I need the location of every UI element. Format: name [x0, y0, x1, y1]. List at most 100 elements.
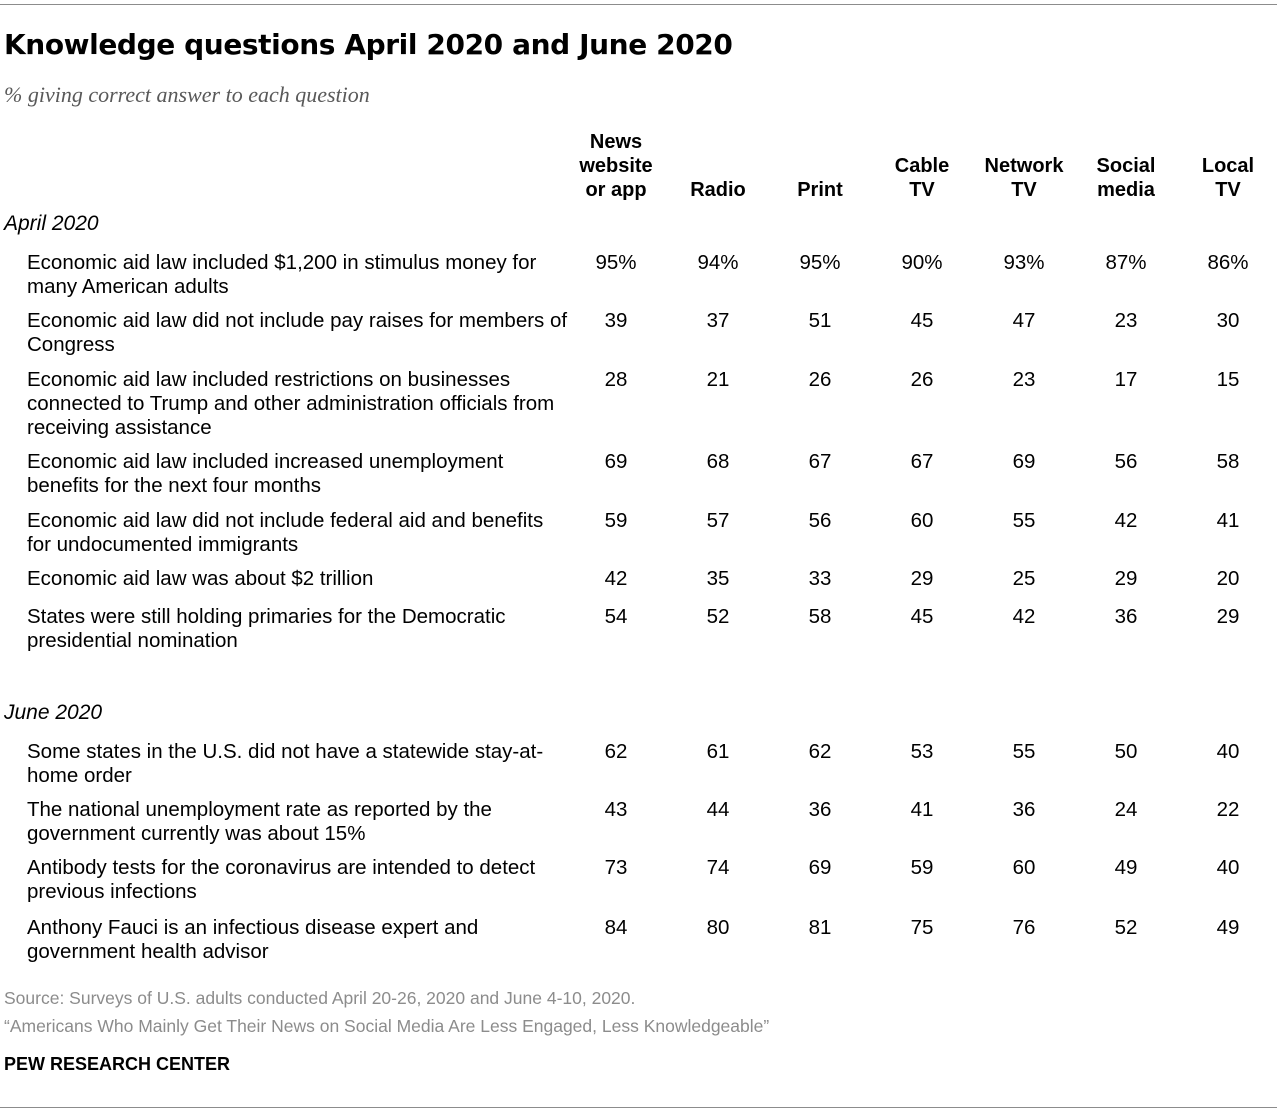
column-header: Print — [797, 179, 843, 201]
value-cell: 59 — [910, 856, 934, 879]
value-cell: 51 — [808, 309, 832, 332]
column-header: Radio — [690, 179, 746, 201]
value-cell: 75 — [910, 916, 934, 939]
value-cell: 53 — [910, 740, 934, 763]
value-cell: 50 — [1114, 740, 1138, 763]
value-cell: 95% — [799, 251, 841, 274]
value-cell: 59 — [604, 509, 628, 532]
value-cell: 56 — [808, 509, 832, 532]
value-cell: 90% — [901, 251, 943, 274]
column-header: Local TV — [1201, 155, 1255, 201]
value-cell: 52 — [1114, 916, 1138, 939]
question-label: Economic aid law was about $2 trillion — [27, 567, 374, 590]
value-cell: 61 — [706, 740, 730, 763]
value-cell: 24 — [1114, 798, 1138, 821]
value-cell: 58 — [808, 605, 832, 628]
value-cell: 28 — [604, 368, 628, 391]
value-cell: 60 — [1012, 856, 1036, 879]
value-cell: 69 — [604, 450, 628, 473]
value-cell: 93% — [1003, 251, 1045, 274]
value-cell: 36 — [808, 798, 832, 821]
value-cell: 81 — [808, 916, 832, 939]
value-cell: 15 — [1216, 368, 1240, 391]
value-cell: 41 — [1216, 509, 1240, 532]
value-cell: 43 — [604, 798, 628, 821]
question-label: States were still holding primaries for … — [27, 605, 506, 652]
chart-subtitle: % giving correct answer to each question — [4, 82, 370, 107]
value-cell: 62 — [604, 740, 628, 763]
value-cell: 44 — [706, 798, 730, 821]
value-cell: 42 — [604, 567, 628, 590]
value-cell: 49 — [1216, 916, 1240, 939]
value-cell: 67 — [808, 450, 832, 473]
value-cell: 58 — [1216, 450, 1240, 473]
value-cell: 29 — [1216, 605, 1240, 628]
column-header: Network TV — [984, 155, 1064, 201]
value-cell: 23 — [1114, 309, 1138, 332]
source-note: Source: Surveys of U.S. adults conducted… — [4, 988, 636, 1008]
value-cell: 80 — [706, 916, 730, 939]
value-cell: 26 — [910, 368, 934, 391]
chart-title: Knowledge questions April 2020 and June … — [4, 28, 733, 61]
value-cell: 33 — [808, 567, 832, 590]
section-label: June 2020 — [4, 701, 103, 724]
value-cell: 84 — [604, 916, 628, 939]
value-cell: 37 — [706, 309, 730, 332]
column-header: Social media — [1096, 155, 1156, 201]
value-cell: 29 — [910, 567, 934, 590]
value-cell: 36 — [1114, 605, 1138, 628]
section-label: April 2020 — [4, 212, 99, 235]
value-cell: 29 — [1114, 567, 1138, 590]
value-cell: 68 — [706, 450, 730, 473]
value-cell: 69 — [1012, 450, 1036, 473]
value-cell: 39 — [604, 309, 628, 332]
value-cell: 56 — [1114, 450, 1138, 473]
value-cell: 69 — [808, 856, 832, 879]
value-cell: 45 — [910, 605, 934, 628]
value-cell: 21 — [706, 368, 730, 391]
value-cell: 67 — [910, 450, 934, 473]
question-label: Antibody tests for the coronavirus are i… — [27, 856, 536, 903]
value-cell: 60 — [910, 509, 934, 532]
value-cell: 76 — [1012, 916, 1036, 939]
question-label: Economic aid law included restrictions o… — [27, 368, 555, 439]
value-cell: 47 — [1012, 309, 1036, 332]
value-cell: 57 — [706, 509, 730, 532]
value-cell: 35 — [706, 567, 730, 590]
value-cell: 52 — [706, 605, 730, 628]
value-cell: 86% — [1207, 251, 1249, 274]
report-title-note: “Americans Who Mainly Get Their News on … — [4, 1016, 770, 1036]
value-cell: 26 — [808, 368, 832, 391]
value-cell: 20 — [1216, 567, 1240, 590]
value-cell: 36 — [1012, 798, 1036, 821]
value-cell: 23 — [1012, 368, 1036, 391]
value-cell: 40 — [1216, 740, 1240, 763]
value-cell: 41 — [910, 798, 934, 821]
value-cell: 74 — [706, 856, 730, 879]
value-cell: 45 — [910, 309, 934, 332]
question-label: Anthony Fauci is an infectious disease e… — [27, 916, 479, 963]
question-label: Economic aid law did not include federal… — [27, 509, 544, 556]
value-cell: 30 — [1216, 309, 1240, 332]
bottom-rule — [0, 1107, 1277, 1108]
value-cell: 62 — [808, 740, 832, 763]
top-rule — [0, 4, 1277, 5]
pew-research-center-logo: PEW RESEARCH CENTER — [4, 1054, 231, 1074]
value-cell: 87% — [1105, 251, 1147, 274]
question-label: Economic aid law did not include pay rai… — [27, 309, 568, 356]
question-label: Economic aid law included $1,200 in stim… — [27, 251, 537, 298]
value-cell: 40 — [1216, 856, 1240, 879]
column-header: News website or app — [579, 131, 653, 201]
value-cell: 73 — [604, 856, 628, 879]
value-cell: 55 — [1012, 509, 1036, 532]
value-cell: 42 — [1114, 509, 1138, 532]
value-cell: 17 — [1114, 368, 1138, 391]
question-label: Some states in the U.S. did not have a s… — [27, 740, 544, 787]
question-label: Economic aid law included increased unem… — [27, 450, 504, 497]
value-cell: 94% — [697, 251, 739, 274]
value-cell: 55 — [1012, 740, 1036, 763]
column-header: Cable TV — [894, 155, 950, 201]
value-cell: 22 — [1216, 798, 1240, 821]
value-cell: 54 — [604, 605, 628, 628]
value-cell: 25 — [1012, 567, 1036, 590]
